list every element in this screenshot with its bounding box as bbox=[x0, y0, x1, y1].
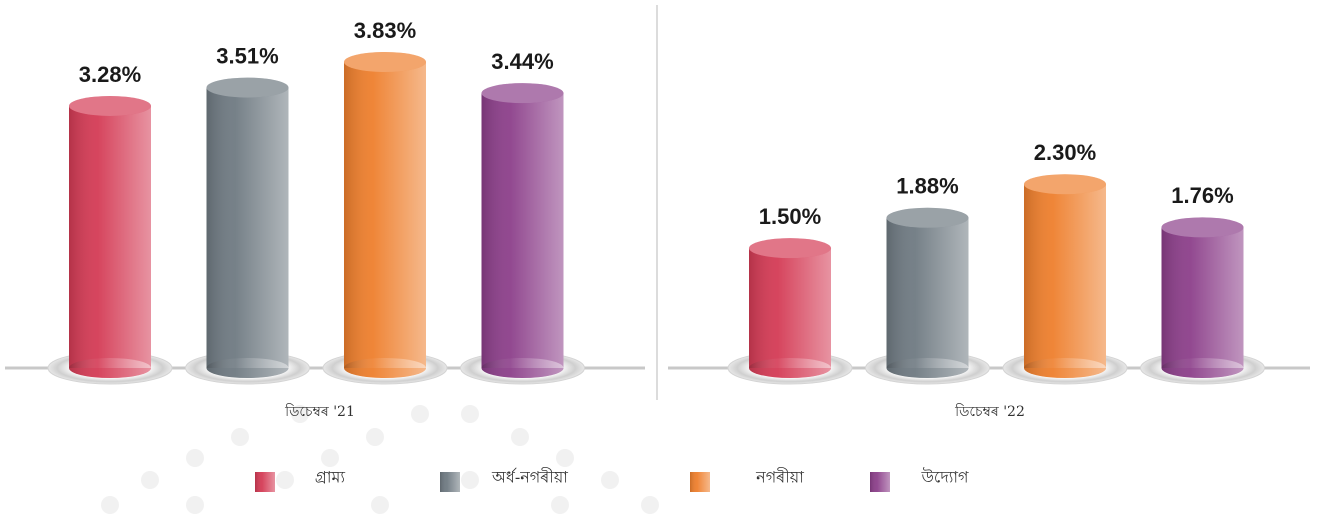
bar-top bbox=[1024, 174, 1106, 195]
bar-bottom-shine bbox=[749, 358, 831, 378]
bar-top-shine bbox=[749, 238, 831, 259]
bar-shine bbox=[344, 62, 426, 368]
legend-swatch-shine bbox=[440, 472, 460, 492]
legend-swatch-shine bbox=[255, 472, 275, 492]
bar-bottom-shine bbox=[206, 358, 289, 378]
value-label: 3.51% bbox=[216, 43, 278, 68]
bar-top bbox=[481, 83, 564, 104]
value-label: 2.30% bbox=[1034, 140, 1096, 165]
legend-swatch-shine bbox=[690, 472, 710, 492]
value-label: 3.28% bbox=[79, 62, 141, 87]
bar-bottom-shine bbox=[69, 358, 151, 378]
bar-bottom-shine bbox=[481, 358, 564, 378]
bar-bottom-shine bbox=[1024, 358, 1106, 378]
bar-top-shine bbox=[206, 77, 289, 98]
bar-top-shine bbox=[481, 83, 564, 104]
value-label: 3.83% bbox=[354, 18, 416, 43]
bar-top-shine bbox=[886, 207, 969, 228]
bar-bottom-shine bbox=[1161, 358, 1244, 378]
bar-top bbox=[344, 52, 426, 72]
bar-shine bbox=[1024, 184, 1106, 368]
value-label: 1.88% bbox=[896, 174, 958, 199]
bar-shine bbox=[886, 217, 969, 368]
legend-label: উদ্যোগ bbox=[920, 468, 969, 487]
bar-top bbox=[69, 95, 151, 116]
bar-top bbox=[749, 238, 831, 259]
legend-label: নগৰীয়া bbox=[755, 468, 804, 487]
bar-shine bbox=[749, 248, 831, 368]
bar-top bbox=[206, 77, 289, 98]
category-label: ডিচেম্বৰ '21 bbox=[284, 403, 355, 420]
bar-bottom-shine bbox=[344, 358, 426, 378]
bar-top bbox=[1161, 217, 1244, 238]
legend-label: গ্ৰাম্য bbox=[315, 468, 346, 487]
value-label: 1.50% bbox=[759, 204, 821, 229]
legend-label: অৰ্ধ-নগৰীয়া bbox=[491, 468, 568, 487]
value-label: 3.44% bbox=[491, 49, 553, 74]
bar-shine bbox=[69, 105, 151, 368]
bar-bottom-shine bbox=[886, 358, 969, 378]
legend-swatch-shine bbox=[870, 472, 890, 492]
bar-top-shine bbox=[69, 95, 151, 116]
category-label: ডিচেম্বৰ '22 bbox=[954, 403, 1025, 420]
value-label: 1.76% bbox=[1171, 183, 1233, 208]
bar-top-shine bbox=[1161, 217, 1244, 238]
bar-shine bbox=[481, 93, 564, 368]
bar-top-shine bbox=[1024, 174, 1106, 195]
bar-top-shine bbox=[344, 52, 426, 72]
bar-shine bbox=[1161, 227, 1244, 368]
bar-top bbox=[886, 207, 969, 228]
background-dots bbox=[101, 405, 659, 514]
bar-shine bbox=[206, 87, 289, 368]
